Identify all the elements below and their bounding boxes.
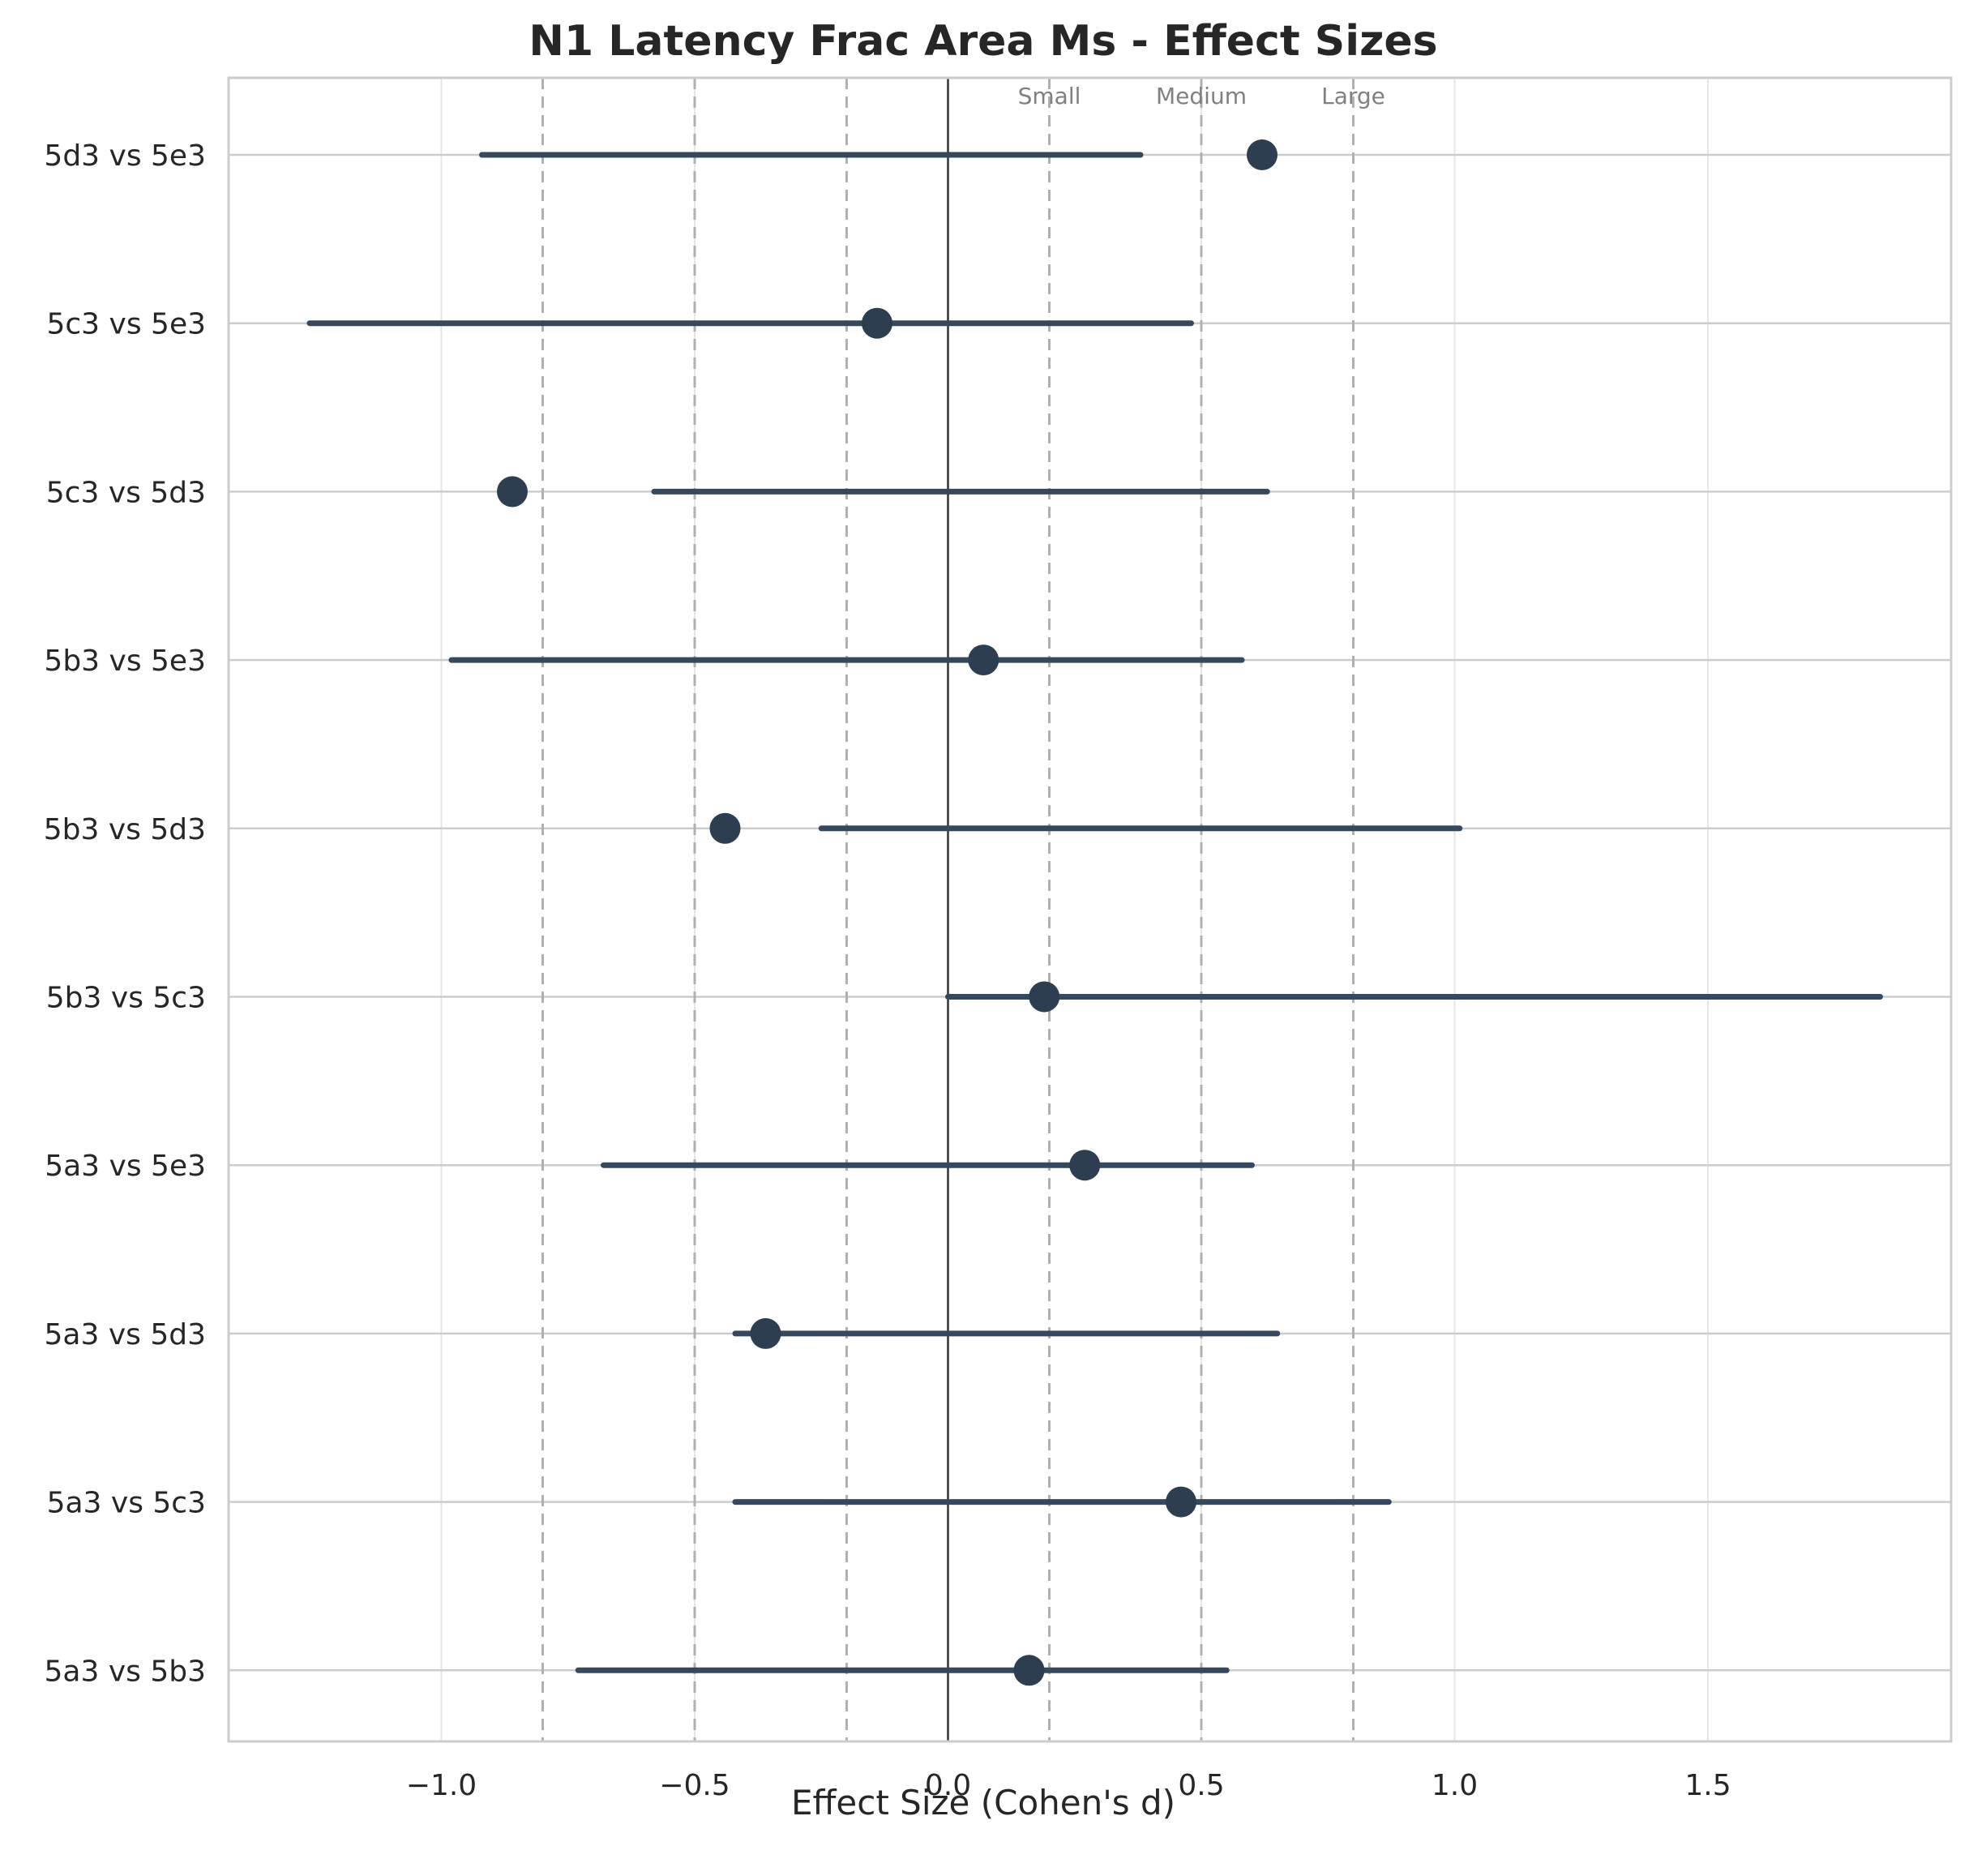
effect-point	[750, 1317, 781, 1349]
x-tick-label: 0.0	[925, 1769, 971, 1802]
x-tick-label: −1.0	[406, 1769, 477, 1802]
y-tick-label: 5a3 vs 5d3	[45, 1318, 206, 1351]
effect-point	[709, 812, 741, 844]
effect-point	[1013, 1655, 1045, 1686]
plot-area: Small Medium Large 5d3 vs 5e3 5c3 vs 5e3 5c3 …	[44, 76, 1953, 1802]
effect-point	[1166, 1486, 1196, 1518]
x-axis-label: Effect Size (Cohen's d)	[791, 1783, 1175, 1822]
y-tick-label: 5a3 vs 5e3	[45, 1150, 206, 1183]
x-tick-label: 0.5	[1178, 1769, 1224, 1802]
effect-point	[1069, 1150, 1101, 1181]
effect-point	[1029, 981, 1060, 1013]
plot-frame	[227, 76, 1953, 1743]
effect-point	[497, 476, 528, 508]
reference-label: Large	[1321, 83, 1385, 109]
effect-point	[862, 307, 892, 339]
effect-point	[968, 645, 999, 676]
y-tick-label: 5b3 vs 5e3	[44, 645, 206, 678]
y-tick-label: 5a3 vs 5c3	[47, 1487, 206, 1520]
effect-point	[1247, 139, 1278, 170]
x-tick-label: 1.0	[1432, 1769, 1478, 1802]
y-tick-label: 5b3 vs 5c3	[46, 982, 206, 1015]
y-tick-label: 5d3 vs 5e3	[44, 139, 206, 173]
reference-label: Small	[1018, 83, 1081, 109]
y-tick-label: 5c3 vs 5e3	[46, 308, 206, 341]
reference-label: Medium	[1156, 83, 1247, 109]
y-tick-label: 5a3 vs 5b3	[45, 1655, 206, 1688]
y-tick-label: 5b3 vs 5d3	[44, 813, 206, 846]
x-tick-label: 1.5	[1684, 1769, 1731, 1802]
x-tick-label: −0.5	[659, 1769, 730, 1802]
y-tick-label: 5c3 vs 5d3	[46, 476, 206, 509]
chart-title: N1 Latency Frac Area Ms - Effect Sizes	[529, 17, 1437, 66]
